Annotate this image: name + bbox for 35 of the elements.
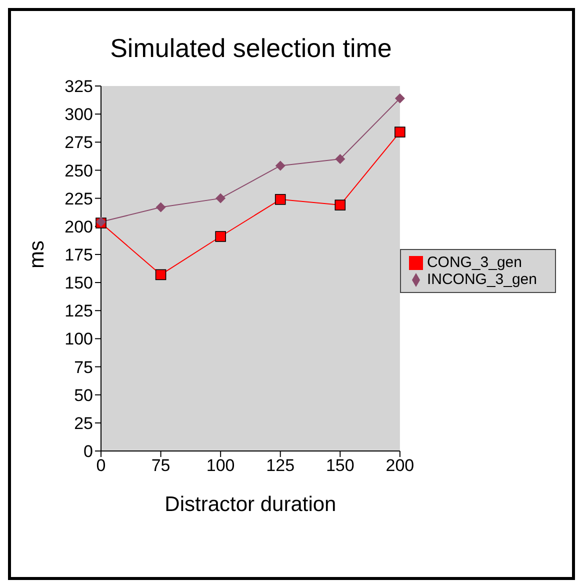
y-tick-label: 50 [74, 386, 93, 405]
point [335, 154, 346, 164]
y-tick-label: 275 [64, 133, 93, 152]
point [155, 269, 166, 280]
y-tick-label: 75 [74, 358, 93, 377]
x-tick-label: 100 [206, 456, 235, 476]
y-tick-label: 0 [84, 442, 93, 462]
point [394, 126, 406, 138]
x-tick-label: 75 [151, 456, 170, 476]
y-tick-label: 100 [64, 330, 93, 349]
y-tick-label: 250 [64, 161, 93, 180]
y-tick-label: 150 [64, 274, 93, 293]
x-tick-label: 125 [266, 456, 295, 476]
point [394, 93, 405, 104]
point [275, 160, 286, 171]
y-tick-label: 225 [64, 189, 93, 208]
y-tick-label: 325 [64, 77, 93, 96]
x-tick-label: 200 [386, 456, 414, 476]
y-axis-title: ms [25, 240, 48, 268]
x-tick-label: 150 [326, 456, 354, 476]
legend-label: INCONG_3_gen [426, 271, 537, 288]
y-tick-label: 25 [74, 414, 93, 433]
y-tick-label: 200 [64, 217, 93, 236]
y-tick-label: 125 [64, 302, 93, 321]
y-tick-label: 300 [64, 105, 93, 124]
point [156, 202, 166, 212]
chart-title: Simulated selection time [109, 33, 393, 64]
x-axis-title: Distractor duration [164, 493, 336, 516]
x-tick-label: 0 [96, 456, 106, 476]
point [274, 194, 286, 205]
point [334, 200, 346, 210]
point [216, 193, 226, 204]
legend-label: CONG_3_gen [426, 254, 522, 271]
point [215, 231, 226, 242]
y-tick-label: 175 [64, 245, 93, 264]
